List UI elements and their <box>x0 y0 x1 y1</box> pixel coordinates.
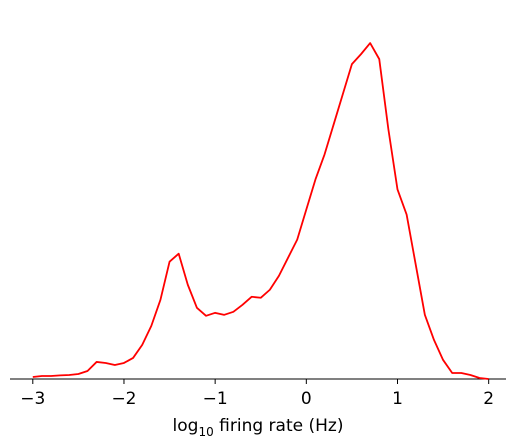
x-tick-label: 0 <box>301 389 312 409</box>
x-tick-label: −2 <box>111 389 136 409</box>
x-tick-label: 1 <box>392 389 403 409</box>
x-label-sub: 10 <box>198 425 213 439</box>
x-label-part: firing rate (Hz) <box>214 416 344 436</box>
x-axis-label: log10 firing rate (Hz) <box>173 416 344 439</box>
x-tick-label: −1 <box>203 389 228 409</box>
x-tick-label: 2 <box>483 389 494 409</box>
x-tick-label: −3 <box>20 389 45 409</box>
x-label-part: log <box>173 416 199 436</box>
density-line <box>32 42 489 380</box>
